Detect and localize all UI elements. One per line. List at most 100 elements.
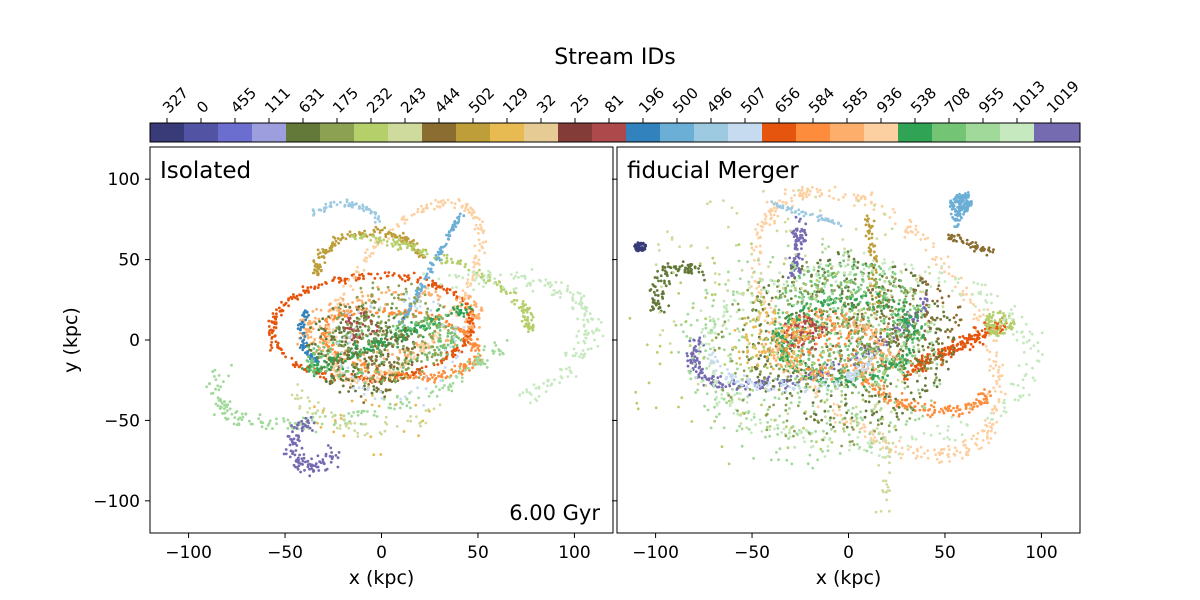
stream-point [926,355,929,359]
stream-point [387,237,390,241]
time-annotation: 6.00 Gyr [509,501,600,525]
stream-point [989,332,993,336]
stream-point [267,422,271,425]
stream-point [424,376,428,379]
stream-point [307,343,311,347]
stream-point [275,422,278,426]
stream-point [796,236,799,240]
stream-point [674,267,678,271]
stream-point [370,355,374,359]
stream-point [845,420,849,424]
stream-point [852,257,856,261]
stream-point [338,427,342,430]
stream-point [305,353,309,356]
stream-point [387,318,391,322]
stream-point [766,377,769,380]
stream-point [355,295,359,299]
stream-point [324,354,328,357]
stream-point [428,332,432,336]
stream-point [402,344,405,348]
stream-point [882,384,886,388]
stream-point [395,376,399,380]
stream-point [312,259,316,262]
stream-point [318,415,322,419]
stream-point [466,313,470,317]
stream-point [525,388,528,391]
stream-point [686,364,690,368]
stream-point [977,332,981,336]
stream-point [333,242,336,246]
stream-point [445,289,448,292]
stream-point [935,263,938,266]
stream-point [339,278,343,282]
stream-point [344,369,348,373]
stream-point [466,285,469,289]
stream-point [391,345,394,348]
stream-point [400,339,404,343]
stream-point [772,206,776,210]
stream-point [989,364,992,368]
stream-point [367,383,371,386]
stream-point [989,429,993,433]
stream-point [405,218,409,222]
stream-point [347,204,350,208]
stream-point [527,322,531,325]
stream-point [392,365,396,369]
stream-point [383,429,387,433]
stream-point [879,335,883,339]
stream-point [429,335,433,339]
stream-point [769,217,772,221]
stream-point [580,306,584,310]
stream-point [377,343,381,347]
stream-point [317,283,321,287]
colorbar-cell-631 [286,123,320,142]
stream-point [421,207,425,211]
stream-point [327,315,330,319]
stream-point [405,315,409,319]
stream-point [299,328,302,332]
stream-point [826,330,830,334]
stream-point [356,431,360,435]
stream-point [397,371,401,375]
stream-point [686,263,690,267]
stream-point [362,277,365,281]
stream-point [452,308,456,311]
stream-point [403,236,406,240]
stream-point [371,281,375,285]
stream-point [989,425,993,429]
stream-point [296,438,300,442]
stream-point [348,341,351,344]
stream-point [797,269,801,273]
stream-point [928,408,932,411]
stream-point [989,437,993,440]
stream-232 [350,232,535,333]
stream-point [344,237,348,241]
stream-point [792,235,796,239]
colorbar-cell-708 [932,123,966,142]
stream-point [275,417,278,421]
stream-point [916,230,920,234]
stream-point [914,224,918,228]
stream-point [306,465,310,469]
stream-point [430,313,434,317]
stream-point [1003,325,1007,329]
stream-point [669,266,673,270]
stream-point [363,232,367,236]
stream-point [384,420,387,424]
stream-point [554,291,558,294]
stream-point [271,427,274,430]
stream-point [387,314,391,318]
stream-point [523,325,526,328]
stream-point [899,456,903,460]
stream-point [316,421,319,425]
stream-point [402,215,405,219]
stream-point [470,346,474,350]
stream-point [412,212,416,216]
stream-point [315,307,318,311]
stream-point [947,444,950,448]
stream-point [895,326,899,330]
stream-point [429,309,433,312]
stream-point [763,212,767,216]
stream-point [896,403,899,406]
stream-point [344,359,347,363]
